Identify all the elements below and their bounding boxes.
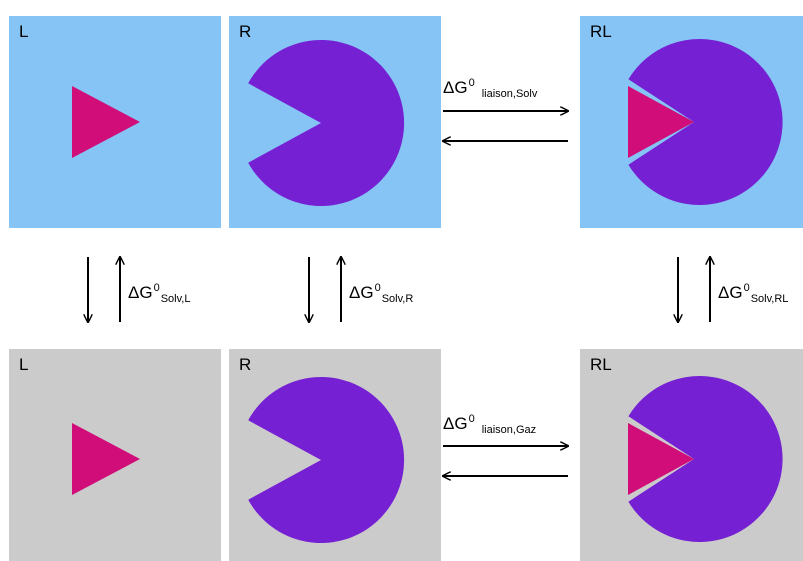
ligand-triangle [72,86,140,158]
binding-energy-gas-label: ΔG0liaison,Gaz [443,413,537,436]
receptor-pacman [248,40,405,206]
receptor-pacman [628,38,783,205]
receptor-pacman [628,376,783,542]
panel-label: R [239,355,252,374]
solvation-energy-complex-label: ΔG0Solv,RL [718,282,789,305]
ligand-triangle [628,86,694,158]
receptor-pacman [248,377,405,543]
panel-label: L [19,355,29,374]
binding-energy-solvent-label: ΔG0liaison,Solv [443,77,538,100]
panel-receptor-gas: R [229,349,441,561]
panel-label: L [19,22,29,41]
ligand-triangle [628,423,694,495]
panel-receptor-solvent: R [229,16,441,228]
panel-complex-solvent: RL [580,16,803,228]
solvation-energy-receptor-label: ΔG0Solv,R [349,282,414,305]
panel-label: R [239,22,252,41]
ligand-triangle [72,423,140,495]
panel-ligand-gas: L [9,349,221,561]
panel-label: RL [590,22,612,41]
panel-label: RL [590,355,612,374]
panel-complex-gas: RL [580,349,803,561]
panel-ligand-solvent: L [9,16,221,228]
solvation-energy-ligand-label: ΔG0Solv,L [128,282,191,305]
